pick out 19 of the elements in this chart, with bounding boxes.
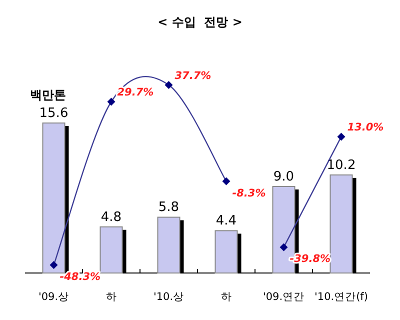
x-tick: 하 bbox=[220, 291, 232, 303]
x-tick: '10.연간(f) bbox=[314, 291, 368, 303]
data-label: 15.6 bbox=[39, 106, 68, 121]
data-label: -8.3% bbox=[232, 187, 266, 200]
data-label: 37.7% bbox=[174, 70, 212, 82]
x-tick: '10.상 bbox=[153, 291, 184, 303]
annotation: 백만톤 bbox=[30, 88, 66, 102]
title: < 수입 전망 > bbox=[158, 15, 242, 29]
data-label: -48.3% bbox=[60, 271, 101, 283]
x-tick: '09.연간 bbox=[262, 291, 305, 303]
data-label: 10.2 bbox=[326, 158, 356, 173]
x-tick: '09.상 bbox=[38, 291, 70, 303]
data-label: 29.7% bbox=[117, 86, 154, 99]
data-label: 9.0 bbox=[273, 169, 294, 184]
data-label: 5.8 bbox=[158, 200, 180, 216]
data-label: 13.0% bbox=[347, 122, 384, 134]
data-label: 4.4 bbox=[216, 214, 237, 229]
x-tick: 하 bbox=[106, 291, 117, 303]
data-label: 4.8 bbox=[100, 210, 122, 225]
